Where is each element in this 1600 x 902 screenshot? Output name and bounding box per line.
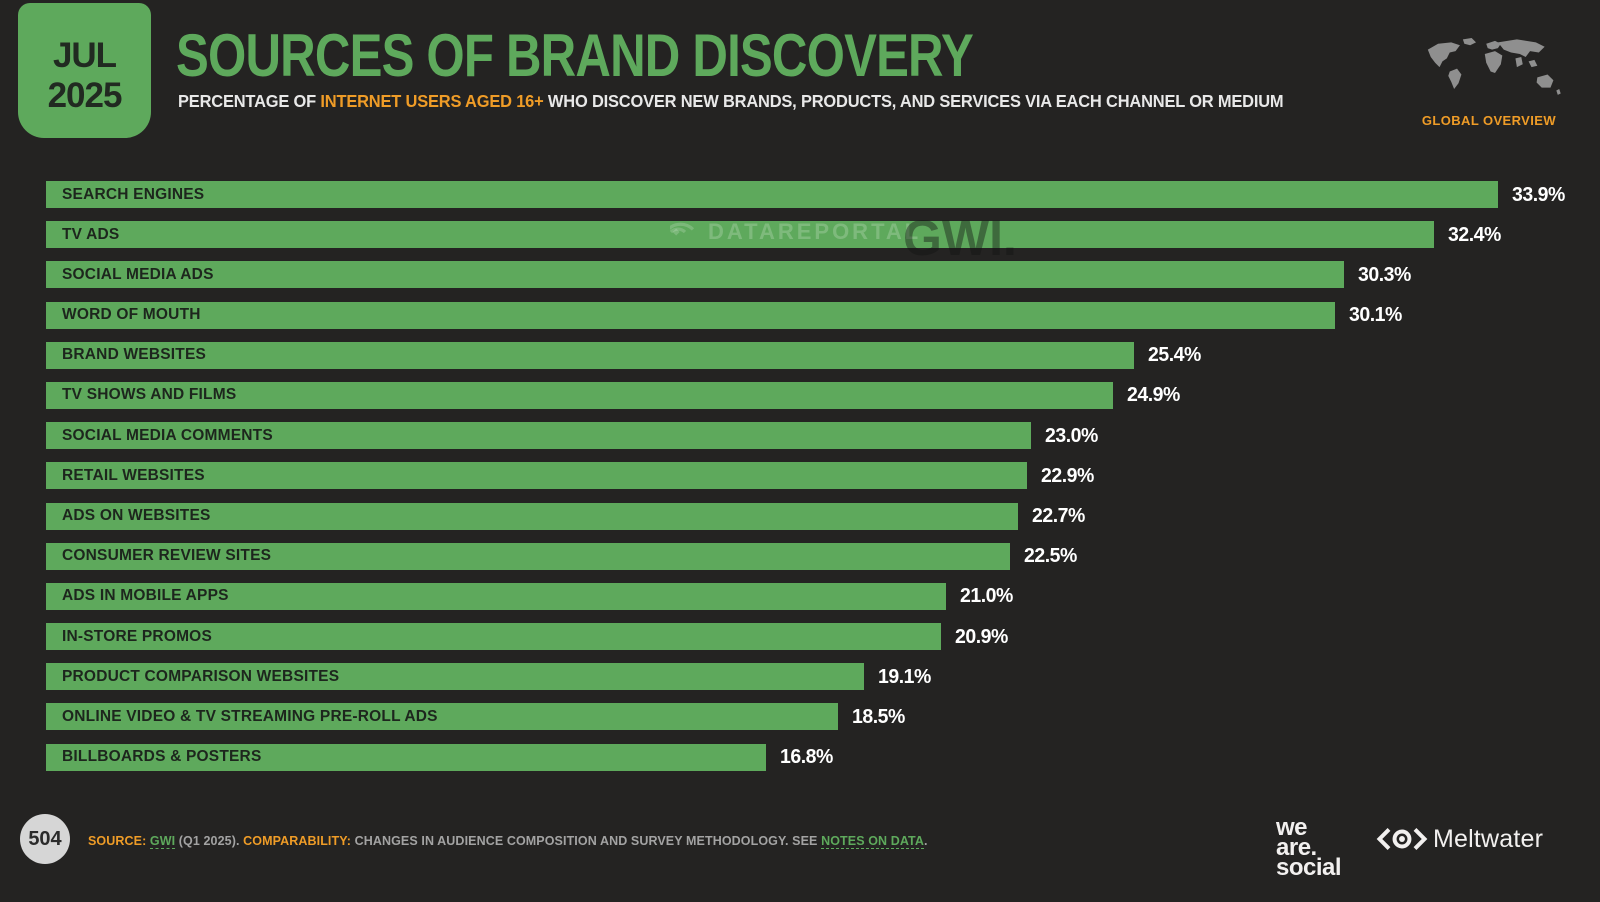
bar-label: SOCIAL MEDIA COMMENTS bbox=[62, 426, 273, 444]
page-number-badge: 504 bbox=[20, 814, 70, 864]
was-line-1: we bbox=[1276, 814, 1308, 841]
date-month: JUL bbox=[52, 36, 117, 76]
bar: BRAND WEBSITES bbox=[46, 341, 1134, 369]
bar-value: 16.8% bbox=[779, 745, 833, 769]
bar-value: 18.5% bbox=[852, 704, 906, 728]
bar-value: 30.3% bbox=[1357, 262, 1411, 286]
meltwater-eye-icon bbox=[1376, 828, 1428, 850]
bar: TV ADS bbox=[46, 221, 1434, 249]
bar-row: SEARCH ENGINES 33.9% bbox=[46, 181, 1576, 208]
bar: ONLINE VIDEO & TV STREAMING PRE-ROLL ADS bbox=[46, 703, 839, 731]
bar-label: ADS ON WEBSITES bbox=[62, 507, 211, 524]
bar-value: 23.0% bbox=[1045, 423, 1098, 447]
source-link[interactable]: GWI bbox=[149, 834, 176, 849]
bar-value: 20.9% bbox=[955, 624, 1009, 648]
bar-value: 22.7% bbox=[1032, 504, 1086, 527]
bar: PRODUCT COMPARISON WEBSITES bbox=[46, 663, 865, 691]
region-label: GLOBAL OVERVIEW bbox=[1421, 113, 1556, 128]
bar-label: SEARCH ENGINES bbox=[62, 185, 205, 203]
bar: BILLBOARDS & POSTERS bbox=[46, 743, 766, 771]
bar-label: SOCIAL MEDIA ADS bbox=[62, 265, 214, 283]
bar: ADS ON WEBSITES bbox=[46, 502, 1019, 530]
bar: SEARCH ENGINES bbox=[46, 181, 1498, 208]
bar-value: 19.1% bbox=[878, 664, 931, 688]
bar-row: PRODUCT COMPARISON WEBSITES 19.1% bbox=[46, 663, 1576, 691]
meltwater-wordmark: Meltwater bbox=[1433, 824, 1544, 853]
page-subtitle: PERCENTAGE OF INTERNET USERS AGED 16+ WH… bbox=[178, 91, 1284, 112]
bar: SOCIAL MEDIA ADS bbox=[46, 261, 1344, 289]
page-number: 504 bbox=[28, 827, 62, 850]
bar-row: TV SHOWS AND FILMS 24.9% bbox=[46, 381, 1576, 409]
footnote: SOURCE: GWI (Q1 2025). COMPARABILITY: CH… bbox=[88, 834, 928, 849]
bar: SOCIAL MEDIA COMMENTS bbox=[46, 422, 1032, 450]
bar-row: ONLINE VIDEO & TV STREAMING PRE-ROLL ADS… bbox=[46, 703, 1576, 731]
bar-row: SOCIAL MEDIA ADS 30.3% bbox=[46, 261, 1576, 289]
page-title: SOURCES OF BRAND DISCOVERY bbox=[176, 22, 974, 89]
comparability-text: CHANGES IN AUDIENCE COMPOSITION AND SURV… bbox=[354, 834, 818, 848]
bar-row: WORD OF MOUTH 30.1% bbox=[46, 301, 1576, 329]
bar-label: ONLINE VIDEO & TV STREAMING PRE-ROLL ADS bbox=[62, 707, 438, 725]
subtitle-prefix: PERCENTAGE OF bbox=[178, 91, 321, 111]
bar: IN-STORE PROMOS bbox=[46, 623, 942, 651]
bar-label: PRODUCT COMPARISON WEBSITES bbox=[62, 667, 340, 685]
bar-label: CONSUMER REVIEW SITES bbox=[62, 547, 272, 565]
subtitle-suffix: WHO DISCOVER NEW BRANDS, PRODUCTS, AND S… bbox=[543, 91, 1284, 111]
bar-label: IN-STORE PROMOS bbox=[62, 627, 212, 645]
source-note: (Q1 2025). bbox=[178, 834, 240, 848]
bar: CONSUMER REVIEW SITES bbox=[46, 542, 1010, 570]
bar-value: 21.0% bbox=[959, 584, 1013, 608]
bar-row: ADS ON WEBSITES 22.7% bbox=[46, 502, 1576, 530]
bar: RETAIL WEBSITES bbox=[46, 462, 1027, 490]
date-badge: JUL 2025 bbox=[18, 3, 151, 138]
bar-row: BRAND WEBSITES 25.4% bbox=[46, 341, 1576, 369]
bar-chart: SEARCH ENGINES 33.9% TV ADS 32.4% SOCIAL MED… bbox=[46, 181, 1576, 784]
bar-value: 32.4% bbox=[1447, 222, 1501, 246]
bar-value: 22.9% bbox=[1040, 463, 1094, 487]
bar-rows: SEARCH ENGINES 33.9% TV ADS 32.4% SOCIAL MED… bbox=[46, 181, 1576, 771]
bar-label: TV SHOWS AND FILMS bbox=[62, 386, 237, 404]
notes-suffix: . bbox=[924, 834, 928, 848]
bar-value: 33.9% bbox=[1512, 182, 1565, 206]
bar-label: BILLBOARDS & POSTERS bbox=[62, 748, 262, 766]
bar-row: RETAIL WEBSITES 22.9% bbox=[46, 462, 1576, 490]
source-label: SOURCE: bbox=[88, 834, 147, 848]
bar-value: 25.4% bbox=[1147, 343, 1201, 367]
notes-link[interactable]: NOTES ON DATA bbox=[821, 834, 924, 849]
bar-value: 30.1% bbox=[1349, 303, 1403, 327]
bar-row: ADS IN MOBILE APPS 21.0% bbox=[46, 582, 1576, 610]
bar-row: CONSUMER REVIEW SITES 22.5% bbox=[46, 542, 1576, 570]
bar-row: TV ADS 32.4% bbox=[46, 221, 1576, 249]
bar-label: BRAND WEBSITES bbox=[62, 346, 207, 364]
bar-label: TV ADS bbox=[62, 225, 120, 243]
we-are-social-logo: we are. social bbox=[1276, 814, 1342, 881]
subtitle-highlight: INTERNET USERS AGED 16+ bbox=[320, 91, 544, 111]
was-line-2: are. bbox=[1276, 833, 1317, 861]
bar-value: 22.5% bbox=[1023, 544, 1077, 568]
was-line-3: social bbox=[1276, 853, 1342, 881]
bar-value: 24.9% bbox=[1126, 383, 1180, 407]
bar-label: RETAIL WEBSITES bbox=[62, 466, 205, 484]
comparability-label: COMPARABILITY: bbox=[243, 834, 352, 848]
bar-label: WORD OF MOUTH bbox=[62, 306, 201, 324]
world-map-icon bbox=[1422, 36, 1568, 110]
bar-row: SOCIAL MEDIA COMMENTS 23.0% bbox=[46, 422, 1576, 450]
bar: ADS IN MOBILE APPS bbox=[46, 582, 946, 610]
bar-row: BILLBOARDS & POSTERS 16.8% bbox=[46, 743, 1576, 771]
bar: WORD OF MOUTH bbox=[46, 301, 1336, 329]
meltwater-logo: Meltwater bbox=[1376, 824, 1543, 854]
bar: TV SHOWS AND FILMS bbox=[46, 381, 1113, 409]
bar-label: ADS IN MOBILE APPS bbox=[62, 587, 229, 605]
bar-row: IN-STORE PROMOS 20.9% bbox=[46, 623, 1576, 651]
date-year: 2025 bbox=[47, 75, 123, 115]
